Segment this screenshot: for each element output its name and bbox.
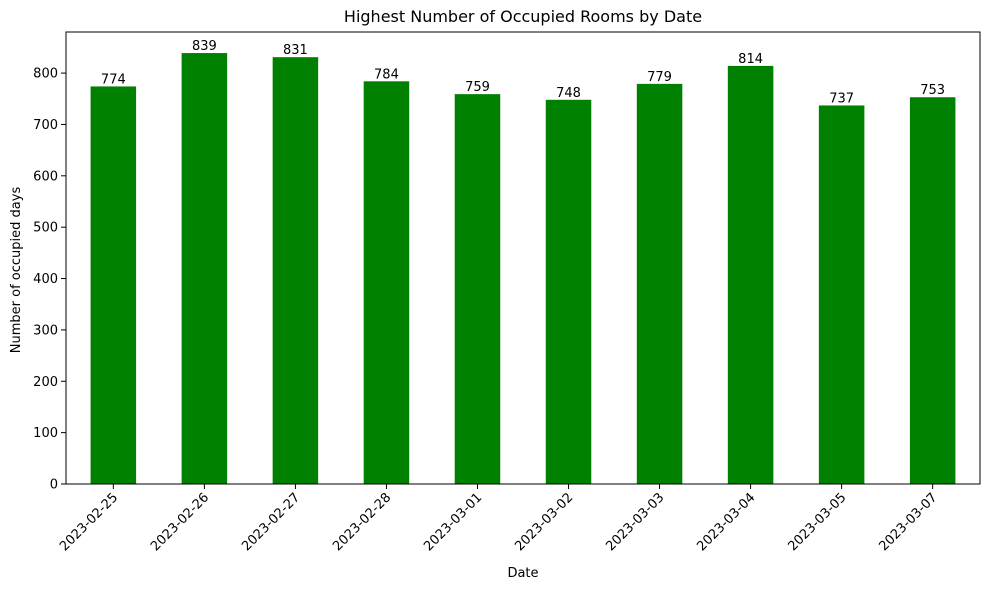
data-label-2023-03-07: 753 xyxy=(920,83,945,98)
bar-2023-03-01 xyxy=(454,94,501,485)
data-labels-group: 774 839 831 784 759 748 779 814 737 753 xyxy=(101,39,945,106)
bar-2023-02-27 xyxy=(272,57,319,484)
y-axis-label: Number of occupied days xyxy=(9,187,24,354)
x-tick-label-2023-03-04: 2023-03-04 xyxy=(694,490,758,554)
bar-2023-02-28 xyxy=(363,81,410,485)
y-tick-label: 400 xyxy=(33,272,58,287)
y-axis-ticks: 0 100 200 300 400 500 600 700 800 xyxy=(33,67,66,493)
bars-group xyxy=(90,53,956,485)
y-tick-label: 300 xyxy=(33,323,58,338)
bar-2023-02-26 xyxy=(181,53,228,485)
data-label-2023-03-01: 759 xyxy=(465,80,490,95)
y-tick-label: 700 xyxy=(33,118,58,133)
x-tick-label-2023-03-01: 2023-03-01 xyxy=(421,490,485,554)
x-tick-label-2023-02-28: 2023-02-28 xyxy=(330,490,394,554)
bar-2023-03-02 xyxy=(545,99,592,485)
data-label-2023-03-05: 737 xyxy=(829,91,854,106)
y-tick-label: 500 xyxy=(33,221,58,236)
plot-frame xyxy=(65,31,981,485)
x-tick-label-2023-03-05: 2023-03-05 xyxy=(785,490,849,554)
data-label-2023-03-03: 779 xyxy=(647,70,672,85)
data-label-2023-02-28: 784 xyxy=(374,67,399,82)
data-label-2023-03-02: 748 xyxy=(556,86,581,101)
y-tick-label: 200 xyxy=(33,375,58,390)
x-tick-label-2023-03-03: 2023-03-03 xyxy=(603,490,667,554)
y-tick-label: 0 xyxy=(50,478,58,493)
y-tick-label: 100 xyxy=(33,426,58,441)
bar-2023-02-25 xyxy=(90,86,137,484)
x-tick-label-2023-03-07: 2023-03-07 xyxy=(876,490,940,554)
bar-2023-03-03 xyxy=(636,83,683,485)
x-tick-label-2023-02-25: 2023-02-25 xyxy=(57,490,121,554)
data-label-2023-02-25: 774 xyxy=(101,72,126,87)
x-axis-label: Date xyxy=(507,566,538,581)
x-tick-label-2023-02-27: 2023-02-27 xyxy=(239,490,303,554)
chart-title: Highest Number of Occupied Rooms by Date xyxy=(344,7,702,26)
x-tick-label-2023-03-02: 2023-03-02 xyxy=(512,490,576,554)
data-label-2023-03-04: 814 xyxy=(738,52,763,67)
y-tick-label: 800 xyxy=(33,67,58,82)
data-label-2023-02-26: 839 xyxy=(192,39,217,54)
bar-2023-03-05 xyxy=(818,105,865,484)
x-tick-label-2023-02-26: 2023-02-26 xyxy=(148,490,212,554)
bar-2023-03-07 xyxy=(909,97,956,485)
y-tick-label: 600 xyxy=(33,169,58,184)
x-axis-ticks: 2023-02-25 2023-02-26 2023-02-27 2023-02-28… xyxy=(57,484,940,554)
data-label-2023-02-27: 831 xyxy=(283,43,308,58)
bar-2023-03-04 xyxy=(727,65,774,485)
